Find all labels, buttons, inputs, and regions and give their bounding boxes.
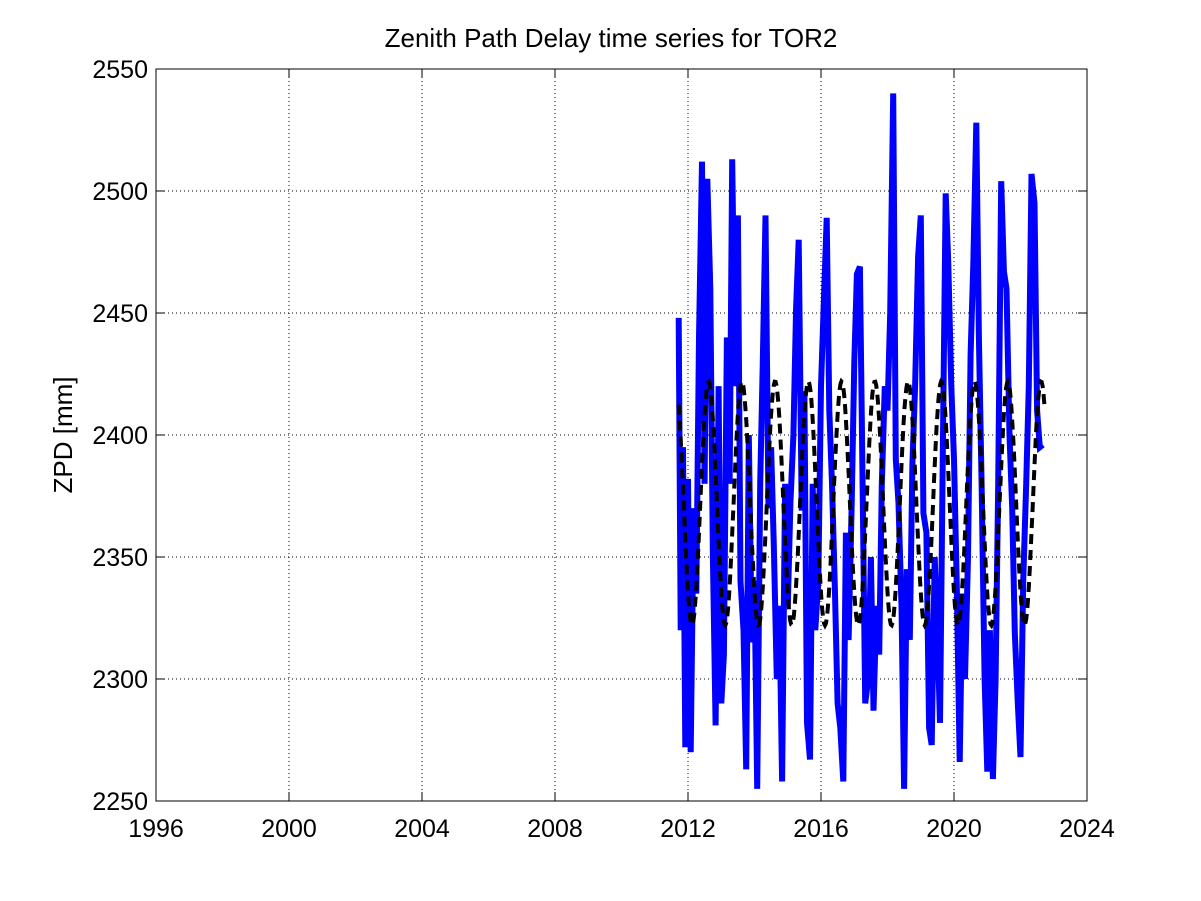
y-tick-label: 2500 bbox=[92, 178, 148, 206]
zpd-observed-line bbox=[675, 93, 1045, 789]
x-tick-label: 2008 bbox=[527, 815, 583, 843]
x-tick-label: 2024 bbox=[1059, 815, 1115, 843]
y-tick-label: 2250 bbox=[92, 788, 148, 816]
x-tick-label: 2000 bbox=[261, 815, 317, 843]
y-axis-label: ZPD [mm] bbox=[48, 377, 78, 494]
y-tick-label: 2400 bbox=[92, 422, 148, 450]
y-tick-label: 2550 bbox=[92, 56, 148, 84]
x-tick-label: 2020 bbox=[926, 815, 982, 843]
x-tick-label: 1996 bbox=[128, 815, 184, 843]
axes-frame bbox=[155, 68, 1088, 802]
x-tick-label: 2016 bbox=[793, 815, 849, 843]
y-tick-label: 2350 bbox=[92, 544, 148, 572]
zpd-seasonal-fit-line bbox=[676, 376, 1047, 630]
y-tick-label: 2450 bbox=[92, 300, 148, 328]
ticks: 1996 2000 2004 2008 2012 2016 2020 2024 2250 2300… bbox=[92, 56, 1115, 843]
x-tick-label: 2012 bbox=[660, 815, 716, 843]
plot-area bbox=[675, 93, 1047, 789]
x-tick-label: 2004 bbox=[394, 815, 450, 843]
grid bbox=[156, 69, 1087, 801]
chart-title: Zenith Path Delay time series for TOR2 bbox=[385, 23, 838, 53]
y-tick-label: 2300 bbox=[92, 666, 148, 694]
